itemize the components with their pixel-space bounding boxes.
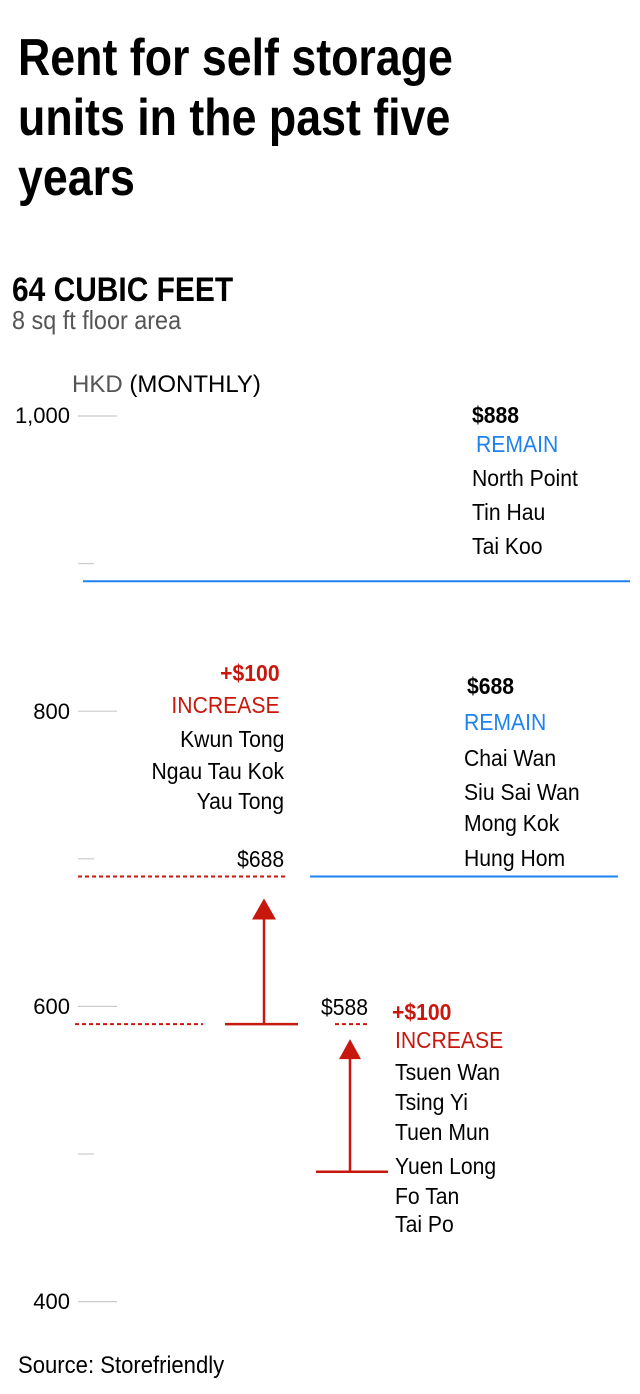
change-label: +$100 (392, 999, 452, 1025)
y-tick-label: 1,000 (14, 403, 70, 428)
area-label: Mong Kok (464, 810, 560, 836)
area-label: Siu Sai Wan (464, 779, 580, 805)
change-label: +$100 (220, 660, 280, 686)
increase-arrow-head (339, 1039, 361, 1060)
area-label: Yuen Long (395, 1153, 497, 1179)
area-label: Chai Wan (464, 745, 557, 771)
price-label: $888 (472, 402, 520, 428)
y-axis-label: HKD (MONTHLY) (72, 370, 261, 400)
area-label: Yau Tong (196, 788, 284, 814)
chart-subnote: 8 sq ft floor area (12, 305, 182, 335)
area-label: Tai Po (395, 1211, 454, 1237)
area-label: Tuen Mun (395, 1119, 490, 1145)
source-note: Source: Storefriendly (18, 1352, 225, 1379)
area-label: Hung Hom (464, 845, 566, 871)
area-label: Tin Hau (472, 499, 546, 525)
price-label: $688 (467, 673, 515, 699)
chart-title: Rent for self storage units in the past … (18, 29, 453, 207)
area-label: Kwun Tong (179, 726, 284, 752)
area-label: Tai Koo (472, 533, 543, 559)
status-label: INCREASE (395, 1027, 504, 1053)
y-tick-label: 600 (33, 994, 70, 1019)
area-label: North Point (472, 465, 578, 491)
period-label: (MONTHLY) (129, 371, 261, 398)
area-label: Tsing Yi (395, 1089, 468, 1115)
status-label: REMAIN (464, 709, 547, 735)
currency-label: HKD (72, 371, 123, 398)
price-label: $588 (321, 994, 369, 1020)
status-label: INCREASE (171, 692, 280, 718)
status-label: REMAIN (476, 431, 559, 457)
area-label: Tsuen Wan (395, 1059, 501, 1085)
area-label: Ngau Tau Kok (151, 758, 284, 784)
chart-subtitle: 64 CUBIC FEET (12, 271, 234, 309)
area-label: Fo Tan (395, 1183, 460, 1209)
y-tick-label: 400 (33, 1289, 70, 1314)
price-label: $688 (236, 846, 284, 872)
increase-arrow-head (252, 898, 276, 920)
y-tick-label: 800 (33, 699, 70, 724)
